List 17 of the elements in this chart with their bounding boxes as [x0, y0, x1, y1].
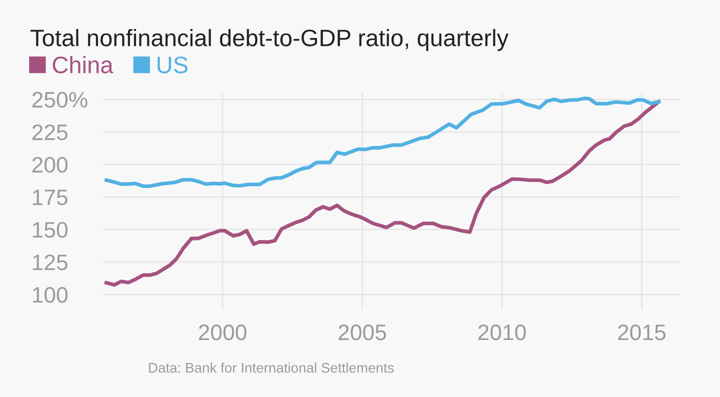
y-tick-label: 175	[32, 190, 68, 206]
legend-label: China	[52, 56, 114, 74]
y-tick-label: 100	[32, 286, 68, 303]
legend-label: US	[158, 56, 188, 74]
y-tick-label: 150	[32, 222, 68, 238]
y-tick-label: 125	[32, 254, 68, 270]
x-tick-label: 2010	[478, 324, 526, 340]
x-tick-label: 2015	[618, 324, 666, 340]
chart-title: Total nonfinancial debt-to-GDP ratio, quarterly	[30, 28, 509, 52]
x-tick-label: 2005	[338, 324, 386, 340]
line-series	[104, 96, 661, 188]
line-series	[104, 100, 661, 287]
y-tick-label: 250%	[32, 92, 88, 108]
x-tick-label: 2000	[198, 324, 246, 340]
y-tick-label: 200	[32, 156, 68, 173]
y-tick-label: 225	[32, 124, 68, 140]
text: Data: Bank for International Settlements	[149, 362, 394, 373]
